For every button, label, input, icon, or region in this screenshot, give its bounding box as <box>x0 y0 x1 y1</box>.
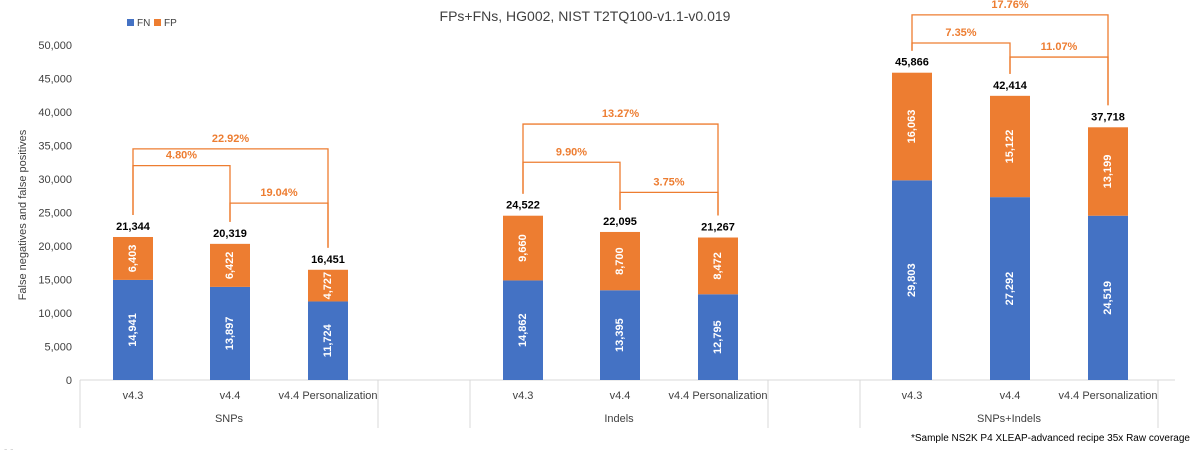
data-label-fn: 29,803 <box>906 263 918 297</box>
data-label-fp: 8,472 <box>712 252 724 280</box>
x-tick-label: v4.4 Personalization <box>668 390 767 402</box>
bar-fn <box>113 279 153 380</box>
legend-label-fp: FP <box>164 18 177 29</box>
chart-title: FPs+FNs, HG002, NIST T2TQ100-v1.1-v0.019 <box>440 8 731 24</box>
data-label-fp: 13,199 <box>1102 155 1114 189</box>
y-tick-label: 35,000 <box>38 141 72 153</box>
bar-fp <box>210 243 250 287</box>
comparison-bracket <box>619 191 719 216</box>
data-label-fp: 8,700 <box>614 247 626 275</box>
data-label-fp: 4,727 <box>322 272 334 300</box>
y-axis-ticks: 0 5,000 10,000 15,000 20,000 25,000 30,000 35,0… <box>38 40 72 387</box>
bar-fn <box>698 294 738 380</box>
comparison-label: 22.92% <box>212 133 250 145</box>
comparison-bracket <box>132 164 231 222</box>
data-label-fn: 14,862 <box>517 313 529 347</box>
legend-swatch-fn <box>127 19 134 26</box>
bar-fp <box>1088 127 1128 216</box>
comparison-label: 4.80% <box>166 150 197 162</box>
y-tick-label: 30,000 <box>38 174 72 186</box>
y-tick-label: 40,000 <box>38 107 72 119</box>
x-axis-labels: v4.3 v4.4 v4.4 Personalization v4.3 v4.4 v4.4… <box>123 390 1158 425</box>
x-tick-label: v4.4 <box>220 390 241 402</box>
x-tick-label: v4.3 <box>902 390 923 402</box>
x-tick-label: v4.4 Personalization <box>1058 390 1157 402</box>
y-tick-label: 50,000 <box>38 40 72 52</box>
bar-fn <box>308 301 348 380</box>
x-tick-label: v4.4 <box>610 390 631 402</box>
comparison-label: 11.07% <box>1041 41 1078 53</box>
data-label-fn: 12,795 <box>712 320 724 354</box>
y-tick-label: 45,000 <box>38 74 72 86</box>
bar-fp <box>698 237 738 295</box>
legend-swatch-fp <box>154 19 161 26</box>
data-label-total: 20,319 <box>213 228 247 240</box>
group-label: SNPs <box>215 413 244 425</box>
comparison-label: 19.04% <box>260 187 298 199</box>
data-label-fn: 24,519 <box>1102 281 1114 315</box>
bar-fn <box>892 180 932 380</box>
bar-fp <box>990 95 1030 198</box>
data-label-total: 22,095 <box>603 216 637 228</box>
comparison-brackets: 4.80% 19.04% 22.92% 9.90% 3.75% 13.27% 7.35% 11… <box>132 0 1109 248</box>
bar-fp <box>308 269 348 302</box>
y-tick-label: 25,000 <box>38 208 72 220</box>
data-label-fn: 27,292 <box>1004 272 1016 306</box>
corner-mark: - - <box>4 445 13 450</box>
data-label-fn: 14,941 <box>127 313 139 347</box>
data-label-fn: 13,395 <box>614 318 626 352</box>
y-tick-label: 0 <box>66 375 72 387</box>
data-label-total: 24,522 <box>506 200 540 212</box>
comparison-bracket <box>229 202 329 248</box>
data-label-total: 21,344 <box>116 221 151 233</box>
legend: FN FP <box>127 18 177 29</box>
footnote: *Sample NS2K P4 XLEAP-advanced recipe 35… <box>911 433 1190 444</box>
comparison-label: 9.90% <box>556 146 587 158</box>
data-label-fp: 9,660 <box>517 234 529 262</box>
data-label-total: 37,718 <box>1091 111 1125 123</box>
data-label-total: 45,866 <box>895 57 929 69</box>
x-tick-label: v4.4 Personalization <box>278 390 377 402</box>
legend-label-fn: FN <box>137 18 150 29</box>
bars: 14,941 6,403 21,344 13,897 6,422 20,319 11,724… <box>113 57 1128 380</box>
comparison-bracket <box>132 148 329 248</box>
group-label: Indels <box>604 413 634 425</box>
y-tick-label: 15,000 <box>38 275 72 287</box>
bar-fp <box>503 215 543 281</box>
comparison-label: 7.35% <box>945 27 976 39</box>
bar-fn <box>600 290 640 380</box>
bar-fn <box>990 197 1030 380</box>
comparison-bracket <box>522 123 719 216</box>
y-tick-label: 10,000 <box>38 308 72 320</box>
comparison-label: 3.75% <box>653 176 684 188</box>
x-tick-label: v4.4 <box>1000 390 1021 402</box>
comparison-label: 17.76% <box>991 0 1029 11</box>
y-tick-label: 20,000 <box>38 241 72 253</box>
group-label: SNPs+Indels <box>977 413 1041 425</box>
comparison-label: 13.27% <box>602 108 640 120</box>
bar-fp <box>892 72 932 181</box>
data-label-fn: 11,724 <box>322 323 334 357</box>
y-axis-label: False negatives and false positives <box>17 129 29 300</box>
data-label-fn: 13,897 <box>224 317 236 351</box>
bar-fn <box>503 280 543 380</box>
comparison-bracket <box>911 14 1109 106</box>
data-label-total: 16,451 <box>311 254 345 266</box>
x-tick-label: v4.3 <box>513 390 534 402</box>
data-label-fp: 15,122 <box>1004 130 1016 164</box>
bar-fp <box>600 231 640 291</box>
y-tick-label: 5,000 <box>44 342 72 354</box>
data-label-fp: 16,063 <box>906 110 918 144</box>
bar-fn <box>1088 215 1128 380</box>
bar-fp <box>113 236 153 280</box>
bar-fn <box>210 286 250 380</box>
x-tick-label: v4.3 <box>123 390 144 402</box>
data-label-total: 21,267 <box>701 222 735 234</box>
data-label-total: 42,414 <box>993 80 1028 92</box>
data-label-fp: 6,403 <box>127 245 139 273</box>
data-label-fp: 6,422 <box>224 252 236 280</box>
